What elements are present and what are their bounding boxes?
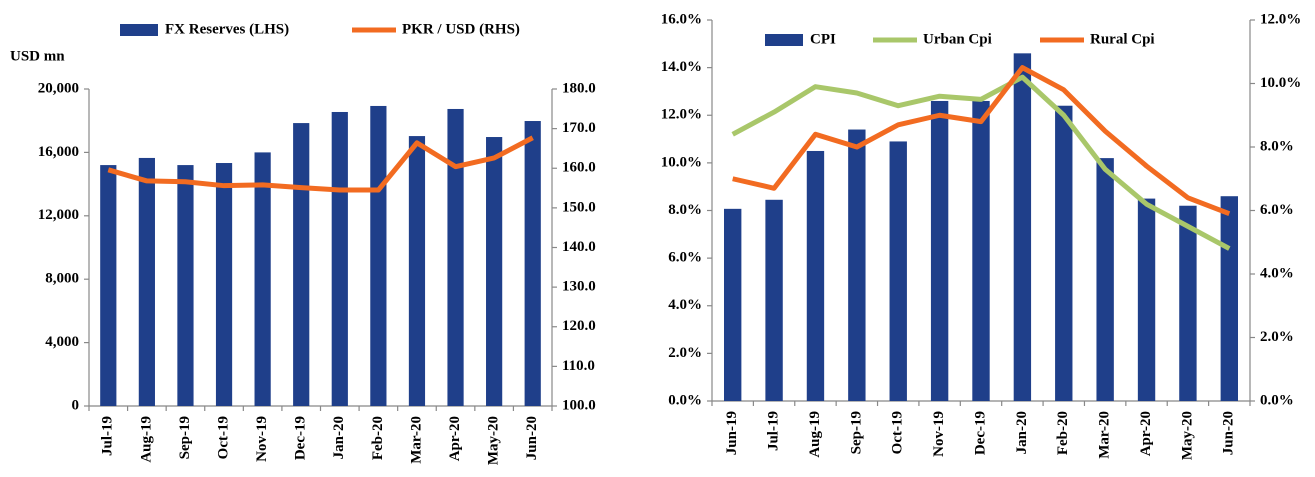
bar — [177, 165, 194, 406]
y2-tick-label: 10.0% — [1260, 75, 1301, 91]
bar — [889, 141, 907, 401]
bar — [1055, 105, 1073, 401]
bar — [1013, 53, 1032, 402]
y2-tick-label: 8.0% — [1260, 138, 1294, 154]
bar — [1096, 158, 1114, 401]
y-tick-label: 8.0% — [668, 202, 702, 218]
y2-tick-label: 120.0 — [562, 318, 596, 334]
x-tick-label: Nov-19 — [931, 411, 947, 457]
x-tick-label: Jan-20 — [1014, 411, 1030, 454]
bar — [848, 129, 866, 401]
bar — [1179, 205, 1197, 401]
bar — [215, 163, 233, 406]
y-tick-label: 16.0% — [661, 11, 702, 27]
line-series — [732, 65, 1231, 217]
y2-tick-label: 180.0 — [562, 80, 596, 96]
y-tick-label: 4,000 — [45, 334, 79, 350]
legend-label: CPI — [810, 31, 836, 47]
y2-tick-label: 12.0% — [1260, 11, 1301, 27]
x-tick-label: Mar-20 — [1097, 411, 1113, 459]
x-tick-label: Sep-19 — [177, 416, 193, 459]
bar — [370, 105, 387, 406]
y-tick-label: 14.0% — [661, 59, 702, 75]
bar — [765, 199, 783, 401]
y-tick-label: 12,000 — [38, 207, 79, 223]
y2-tick-label: 100.0 — [562, 397, 596, 413]
line-series — [107, 135, 534, 193]
bar — [724, 208, 742, 401]
y2-tick-label: 2.0% — [1260, 329, 1294, 345]
y-tick-label: 0.0% — [668, 392, 702, 408]
legend-label: PKR / USD (RHS) — [402, 21, 520, 37]
legend-label: Urban Cpi — [923, 31, 992, 47]
x-tick-label: May-20 — [1179, 411, 1195, 460]
bar — [293, 123, 310, 406]
legend-swatch — [120, 24, 158, 36]
bar — [447, 108, 464, 406]
y-tick-label: 6.0% — [668, 250, 702, 266]
legend-label: Rural Cpi — [1090, 31, 1155, 47]
x-tick-label: Jun-19 — [724, 411, 740, 455]
bar — [972, 100, 990, 402]
x-tick-label: Oct-19 — [890, 411, 906, 454]
x-tick-label: Jun-20 — [1221, 411, 1237, 455]
x-tick-label: Feb-20 — [1055, 411, 1071, 455]
x-tick-label: Feb-20 — [370, 416, 386, 460]
y2-tick-label: 130.0 — [562, 279, 596, 295]
y2-tick-label: 110.0 — [562, 358, 595, 374]
y-tick-label: 8,000 — [45, 271, 79, 287]
y-tick-label: 4.0% — [668, 297, 702, 313]
y2-tick-label: 170.0 — [562, 120, 596, 136]
y-tick-label: 2.0% — [668, 345, 702, 361]
bar — [1220, 196, 1238, 401]
bar — [254, 152, 271, 406]
bar — [806, 150, 825, 401]
bar — [408, 136, 426, 406]
bar — [100, 165, 117, 406]
y-tick-label: 12.0% — [661, 107, 702, 123]
y2-tick-label: 0.0% — [1260, 392, 1294, 408]
line-series — [731, 74, 1231, 251]
x-tick-label: Jul-19 — [766, 411, 782, 451]
y-tick-label: 16,000 — [38, 144, 79, 160]
y2-tick-label: 140.0 — [562, 239, 596, 255]
y-tick-label: 20,000 — [38, 80, 79, 96]
y2-tick-label: 160.0 — [562, 160, 596, 176]
legend-swatch — [765, 34, 803, 46]
x-tick-label: Dec-19 — [293, 416, 309, 460]
x-tick-label: Jun-20 — [524, 416, 540, 460]
y2-tick-label: 4.0% — [1260, 265, 1294, 281]
x-tick-label: Jul-19 — [100, 416, 116, 456]
x-tick-label: Mar-20 — [408, 416, 424, 464]
x-tick-label: Apr-20 — [447, 416, 463, 461]
y-axis-label: USD mn — [10, 48, 65, 64]
x-tick-label: Sep-19 — [848, 411, 864, 454]
bar — [138, 157, 155, 406]
x-tick-label: Nov-19 — [254, 416, 270, 462]
x-tick-label: Jan-20 — [331, 416, 347, 459]
bar — [486, 137, 503, 406]
y2-tick-label: 6.0% — [1260, 202, 1294, 218]
y2-tick-label: 150.0 — [562, 199, 596, 215]
legend-label: FX Reserves (LHS) — [165, 21, 289, 37]
bar — [930, 100, 949, 402]
bar — [331, 111, 348, 407]
x-tick-label: Aug-19 — [807, 411, 823, 458]
y-tick-label: 10.0% — [661, 154, 702, 170]
x-tick-label: Apr-20 — [1138, 411, 1154, 456]
x-tick-label: Dec-19 — [972, 411, 988, 455]
x-tick-label: Oct-19 — [215, 416, 231, 459]
x-tick-label: May-20 — [486, 416, 502, 465]
bar — [524, 121, 541, 406]
y-tick-label: 0 — [72, 397, 80, 413]
x-tick-label: Aug-19 — [138, 416, 154, 463]
bar — [1137, 198, 1156, 401]
